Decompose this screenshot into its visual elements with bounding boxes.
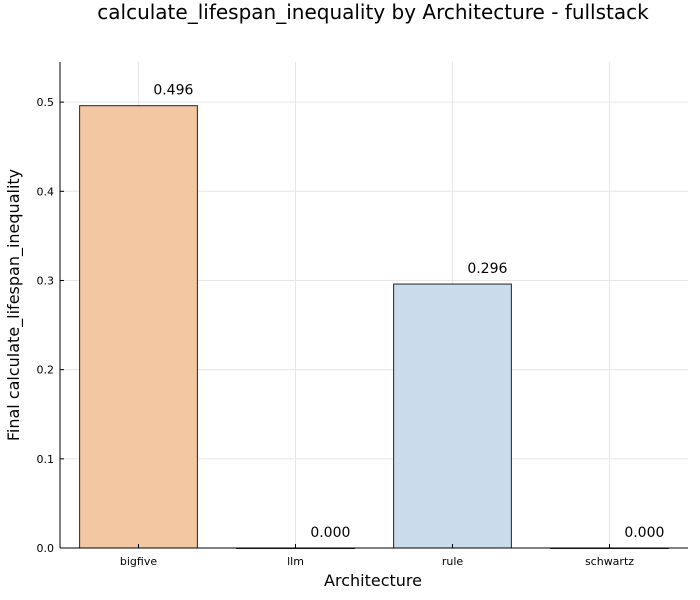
data-label-rule: 0.296	[467, 261, 507, 277]
labels-layer: 0.0 0.1 0.2 0.3 0.4 0.5 0.496 bigfive 0.000 llm 0.…	[37, 83, 665, 568]
x-tick-label-rule: rule	[442, 555, 464, 568]
y-axis-label: Final calculate_lifespan_inequality	[4, 169, 24, 441]
y-tick-label: 0.1	[37, 453, 55, 466]
chart-title: calculate_lifespan_inequality by Archite…	[97, 0, 649, 24]
x-tick-label-schwartz: schwartz	[585, 555, 634, 568]
bar-rule	[393, 283, 512, 549]
bar-bigfive	[79, 105, 198, 549]
x-tick-label-bigfive: bigfive	[120, 555, 157, 568]
y-tick-label: 0.4	[37, 185, 55, 198]
y-tick-label: 0.5	[37, 96, 55, 109]
x-axis-label: Architecture	[324, 571, 422, 590]
y-tick-label: 0.3	[37, 274, 55, 287]
axes-layer	[59, 62, 688, 549]
data-label-schwartz: 0.000	[624, 525, 664, 541]
y-tick-label: 0.2	[37, 364, 55, 377]
bars-layer	[79, 105, 669, 549]
x-tick-label-llm: llm	[287, 555, 304, 568]
data-label-llm: 0.000	[310, 525, 350, 541]
data-label-bigfive: 0.496	[153, 83, 193, 99]
y-tick-label: 0.0	[37, 542, 55, 555]
